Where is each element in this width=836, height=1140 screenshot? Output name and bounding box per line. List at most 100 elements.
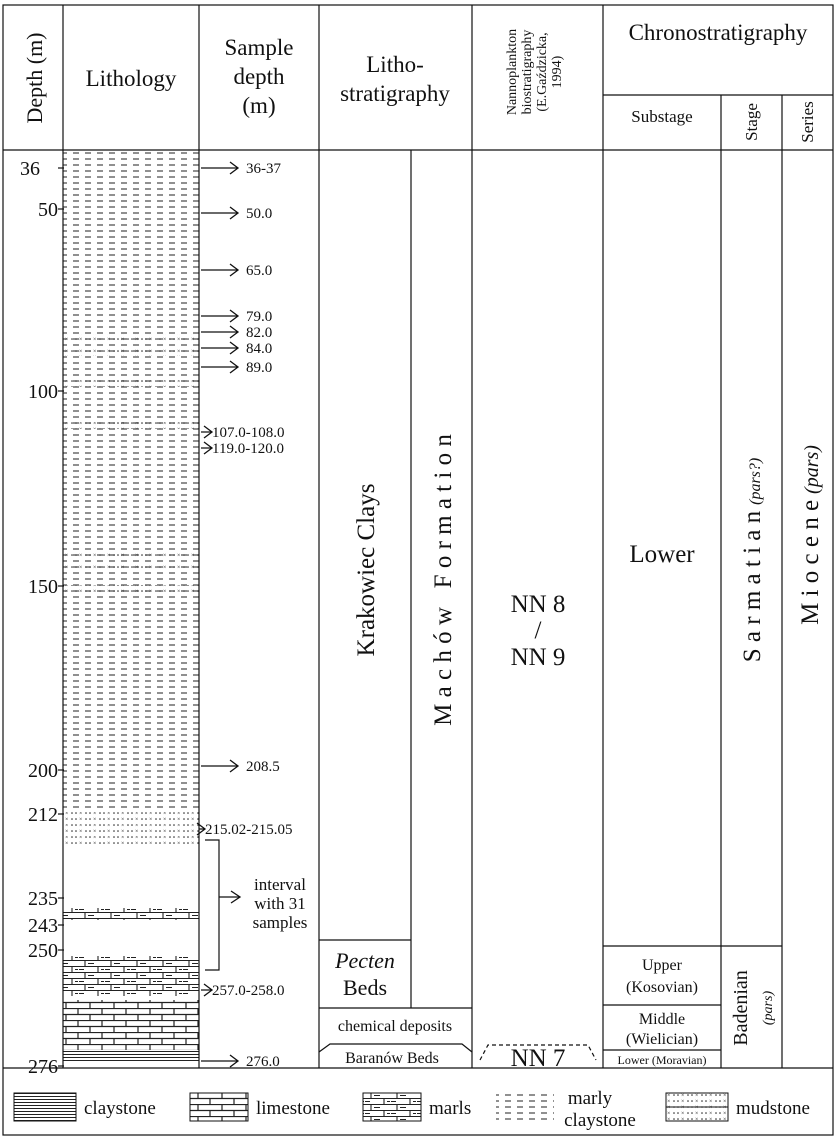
legend-mudstone: mudstone	[736, 1098, 810, 1119]
lith-marls	[63, 908, 199, 920]
miocene-pars: (pars)	[801, 445, 823, 494]
legend-claystone-swatch	[13, 1092, 77, 1122]
sample-depth-label: 89.0	[246, 360, 272, 376]
legend-marly-2: claystone	[564, 1110, 636, 1131]
lith-mudstone-band	[63, 585, 199, 592]
nn7-label: NN 7	[511, 1045, 566, 1072]
depth-tick-label: 50	[38, 199, 58, 221]
series-miocene: M i o c e n e (pars)	[797, 445, 824, 625]
lith-mudstone-band	[63, 422, 199, 429]
sample-depth-label: 208.5	[246, 759, 280, 775]
legend-marls-swatch	[362, 1092, 422, 1122]
depth-tick-label: 200	[28, 760, 58, 782]
header-stage: Stage	[742, 103, 761, 141]
sample-arrow-shape	[201, 341, 240, 355]
nn7-boundary	[479, 1044, 597, 1061]
legend-marly-swatch	[496, 1093, 554, 1121]
sample-arrow-shape	[201, 263, 240, 277]
header-depth: Depth (m)	[22, 32, 47, 123]
sample-depth-label: 65.0	[246, 263, 272, 279]
sample-depth-label: 50.0	[246, 206, 272, 222]
nn8-label: NN 8	[511, 591, 566, 618]
lith-claystone	[63, 1050, 199, 1062]
sample-depth-label: 257.0-258.0	[212, 983, 285, 999]
substage-middle: Middle	[639, 1011, 685, 1028]
table-frame	[2, 4, 834, 1136]
sample-depths: 36-37 50.0 65.0 79.082.084.0 89.0 107.0-108.0…	[196, 161, 293, 1070]
sample-arrow: 257.0-258.0	[201, 983, 285, 999]
sample-arrow-shape	[201, 161, 240, 175]
depth-tick-label: 150	[28, 576, 58, 598]
sarmatian-text: S a r m a t i a n	[739, 510, 766, 662]
sarmatian-pars: (pars?)	[747, 458, 764, 505]
sample-arrow-shape	[201, 325, 240, 339]
lith-marly-claystone	[63, 648, 199, 808]
interval-note-3: samples	[253, 913, 308, 932]
sample-arrow: 50.0	[201, 206, 272, 222]
depth-tick-label: 250	[28, 940, 58, 962]
sample-arrow: 65.0	[201, 263, 272, 279]
header-sample-depth-3: (m)	[242, 93, 275, 118]
krakowiec-clays: Krakowiec Clays	[353, 484, 380, 657]
sample-arrow-shape	[201, 425, 214, 439]
sample-depth-label: 79.0	[246, 309, 272, 325]
legend-limestone: limestone	[256, 1098, 330, 1119]
substage-kosovian: (Kosovian)	[626, 979, 698, 996]
sample-arrow: 215.02-215.05	[196, 822, 293, 838]
sample-depth-label: 119.0-120.0	[212, 441, 284, 457]
sample-depth-label: 36-37	[246, 161, 281, 177]
header-nanno-4: 1994)	[550, 55, 565, 88]
depth-axis: 36 50 100 150 200 212 235 243 250 276	[20, 158, 64, 1078]
interval-bracket	[205, 839, 220, 971]
header-chrono: Chronostratigraphy	[629, 20, 808, 45]
sample-arrow: 79.0	[201, 309, 272, 325]
substage-upper: Upper	[642, 957, 683, 974]
lith-mudstone-band	[63, 380, 199, 387]
header-nanno-2: biostratigraphy	[520, 30, 535, 115]
substage-wielician: (Wielician)	[626, 1031, 698, 1048]
legend-limestone-swatch	[189, 1092, 249, 1122]
legend-marls: marls	[429, 1098, 471, 1119]
lith-mudstone-band	[63, 334, 199, 343]
nn9-label: NN 9	[511, 644, 566, 671]
sample-arrow: 107.0-108.0	[201, 425, 285, 441]
stage-badenian: Badenian	[730, 970, 752, 1046]
depth-tick-label: 235	[28, 888, 58, 910]
header-lithostrat-1: Litho-	[366, 52, 424, 77]
depth-tick-label: 243	[28, 915, 58, 937]
lith-limestone	[63, 1000, 199, 1050]
machow-formation: M a c h ó w F o r m a t i o n	[430, 434, 457, 726]
interval-note-1: interval	[254, 875, 306, 894]
sample-arrow-shape	[201, 759, 240, 773]
sample-arrow: 119.0-120.0	[201, 441, 284, 457]
sample-arrow-shape	[201, 983, 214, 997]
nn-slash: /	[535, 617, 542, 644]
sample-arrow-shape	[201, 360, 240, 374]
sample-depth-label: 215.02-215.05	[205, 822, 293, 838]
sample-arrow-shape	[201, 1054, 240, 1068]
lith-mudstone-band	[63, 824, 199, 832]
legend-claystone: claystone	[84, 1098, 156, 1119]
header-lithology: Lithology	[86, 66, 177, 91]
interval-note-2: with 31	[254, 894, 305, 913]
header-lithostrat-2: stratigraphy	[340, 81, 450, 106]
sample-arrow-shape	[201, 441, 214, 455]
lith-mudstone-band	[63, 552, 199, 559]
depth-tick-label: 212	[28, 804, 58, 826]
substage-lower: Lower	[629, 541, 695, 568]
lith-marls	[63, 956, 199, 996]
header-substage: Substage	[631, 107, 692, 126]
legend-marly-1: marly	[568, 1088, 613, 1109]
lith-mudstone-band	[63, 812, 199, 820]
baranow-beds: Baranów Beds	[345, 1050, 439, 1067]
substage-moravian: Lower (Moravian)	[618, 1053, 707, 1067]
header-nanno-3: (E.Gaździcka,	[535, 32, 550, 111]
sample-depth-label: 276.0	[246, 1054, 280, 1070]
header-series: Series	[798, 101, 817, 143]
stage-sarmatian: S a r m a t i a n (pars?)	[739, 458, 766, 662]
miocene-text: M i o c e n e	[797, 500, 824, 625]
pecten-beds-label: Beds	[343, 975, 387, 1000]
sample-arrow-shape	[201, 309, 240, 323]
sample-arrow: 276.0	[201, 1054, 280, 1070]
